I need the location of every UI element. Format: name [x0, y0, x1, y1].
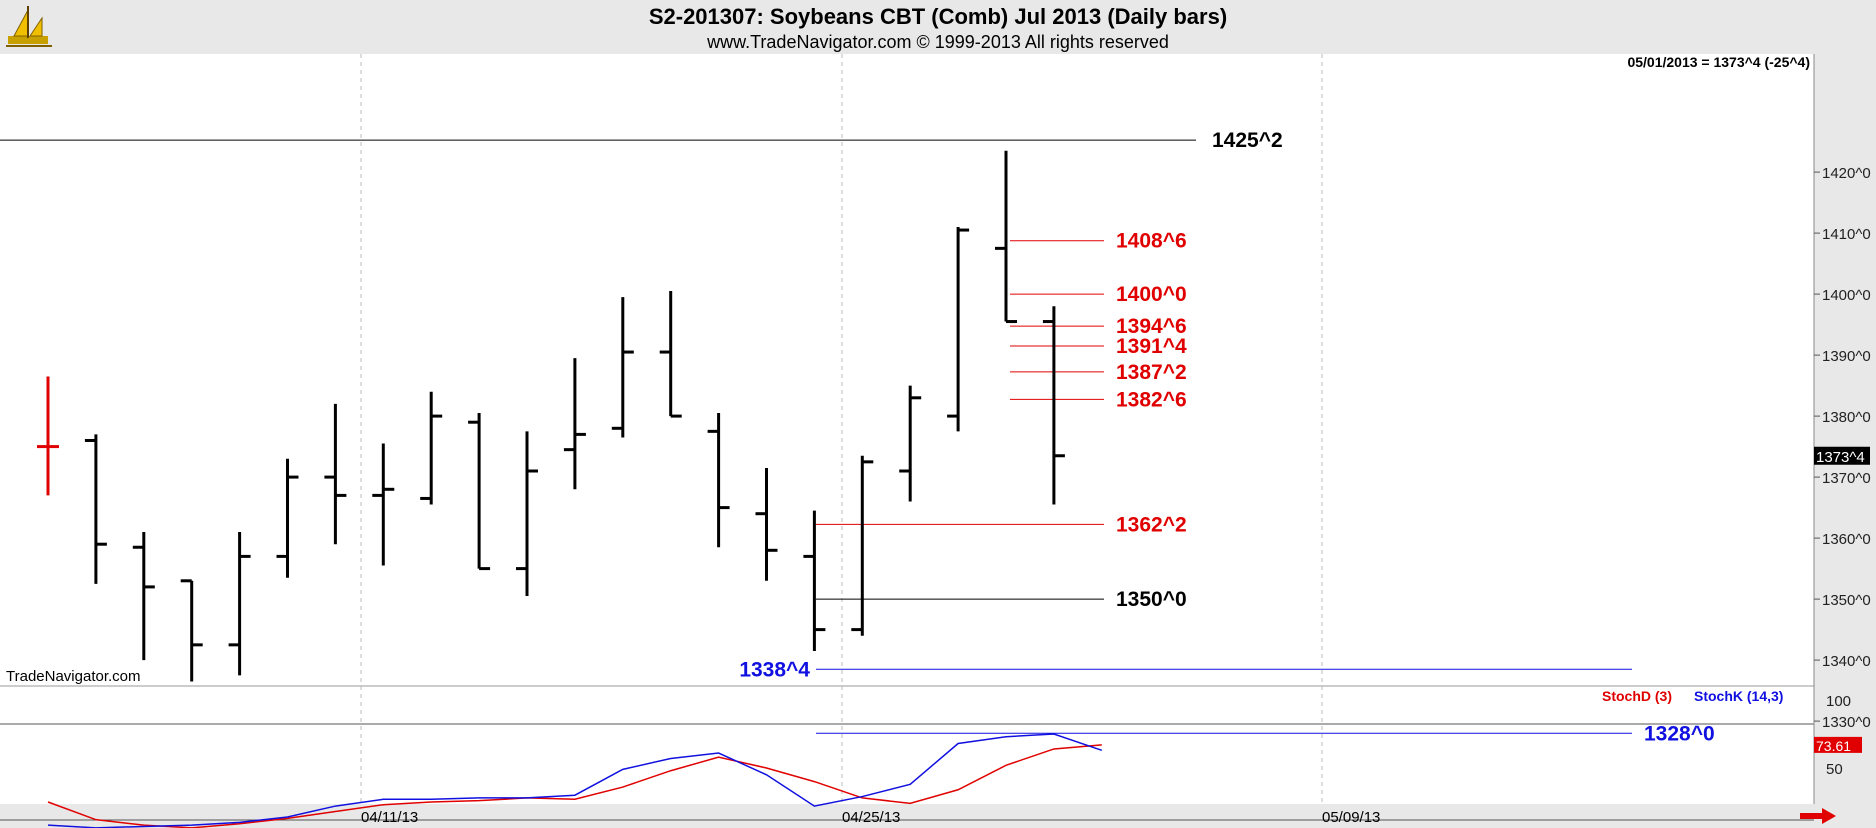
last-quote-readout: 05/01/2013 = 1373^4 (-25^4) [1627, 54, 1810, 70]
level-label: 1350^0 [1116, 588, 1187, 611]
level-label: 1400^0 [1116, 283, 1187, 306]
y-tick-label: 1360^0 [1822, 531, 1871, 548]
chart-title: S2-201307: Soybeans CBT (Comb) Jul 2013 … [648, 4, 1228, 29]
y-tick-label: 1410^0 [1822, 226, 1871, 243]
date-axis [0, 804, 1876, 828]
legend-stoch-k: StochK (14,3) [1694, 688, 1784, 704]
stoch-line [47, 744, 1102, 828]
level-label: 1408^6 [1116, 230, 1187, 253]
level-label: 1338^4 [739, 658, 810, 681]
y-tick-label: 1350^0 [1822, 592, 1871, 609]
y-tick-label: 1330^0 [1822, 714, 1871, 731]
stoch-badge: 73.61 [1816, 738, 1851, 754]
chart-header: S2-201307: Soybeans CBT (Comb) Jul 2013 … [0, 0, 1876, 54]
level-label: 1387^2 [1116, 361, 1187, 384]
level-label: 1382^6 [1116, 388, 1187, 411]
red-right-arrow-icon[interactable] [1800, 808, 1836, 824]
legend-stoch-d: StochD (3) [1602, 688, 1672, 704]
x-tick-label: 04/11/13 [361, 809, 418, 826]
stoch-y-tick-label: 100 [1826, 693, 1851, 710]
level-label: 1362^2 [1116, 513, 1187, 536]
stoch-y-tick-label: 50 [1826, 761, 1843, 778]
y-tick-label: 1400^0 [1822, 287, 1871, 304]
level-label: 1328^0 [1644, 722, 1715, 745]
y-tick-label: 1390^0 [1822, 348, 1871, 365]
y-tick-label: 1420^0 [1822, 165, 1871, 182]
stoch-line [47, 733, 1103, 828]
stoch-badge-bg [1814, 736, 1862, 753]
y-tick-label: 1340^0 [1822, 653, 1871, 670]
x-tick-label: 04/25/13 [842, 809, 900, 826]
level-label: 1391^4 [1116, 335, 1187, 358]
price-badge: 1373^4 [1816, 449, 1865, 466]
y-tick-label: 1380^0 [1822, 409, 1871, 426]
y-tick-label: 1370^0 [1822, 470, 1871, 487]
level-label: 1425^2 [1212, 129, 1283, 152]
watermark: TradeNavigator.com [6, 668, 141, 685]
price-axis [1814, 54, 1876, 828]
x-tick-label: 05/09/13 [1322, 809, 1380, 826]
price-badge-bg [1814, 446, 1870, 465]
copyright-line: www.TradeNavigator.com © 1999-2013 All r… [707, 32, 1169, 52]
level-label: 1394^6 [1116, 315, 1187, 338]
sailing-ship-logo-icon[interactable] [4, 2, 54, 52]
